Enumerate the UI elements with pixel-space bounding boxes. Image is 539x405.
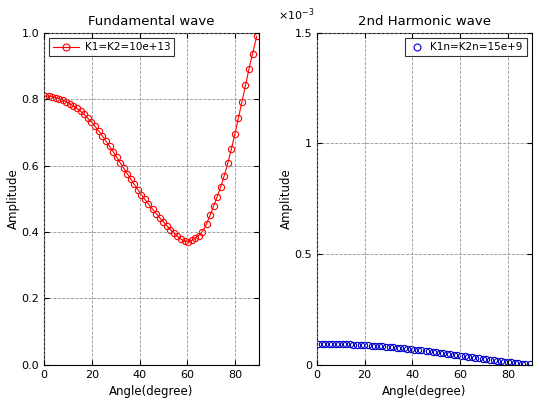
- Title: 2nd Harmonic wave: 2nd Harmonic wave: [358, 15, 491, 28]
- Legend: K1n=K2n=15e+9: K1n=K2n=15e+9: [405, 38, 527, 56]
- X-axis label: Angle(degree): Angle(degree): [382, 385, 467, 398]
- Y-axis label: Amplitude: Amplitude: [280, 168, 293, 229]
- Legend: K1=K2=10e+13: K1=K2=10e+13: [49, 38, 174, 56]
- Y-axis label: Amplitude: Amplitude: [7, 168, 20, 229]
- Text: $\times10^{-3}$: $\times10^{-3}$: [278, 6, 314, 23]
- X-axis label: Angle(degree): Angle(degree): [109, 385, 194, 398]
- Title: Fundamental wave: Fundamental wave: [88, 15, 215, 28]
